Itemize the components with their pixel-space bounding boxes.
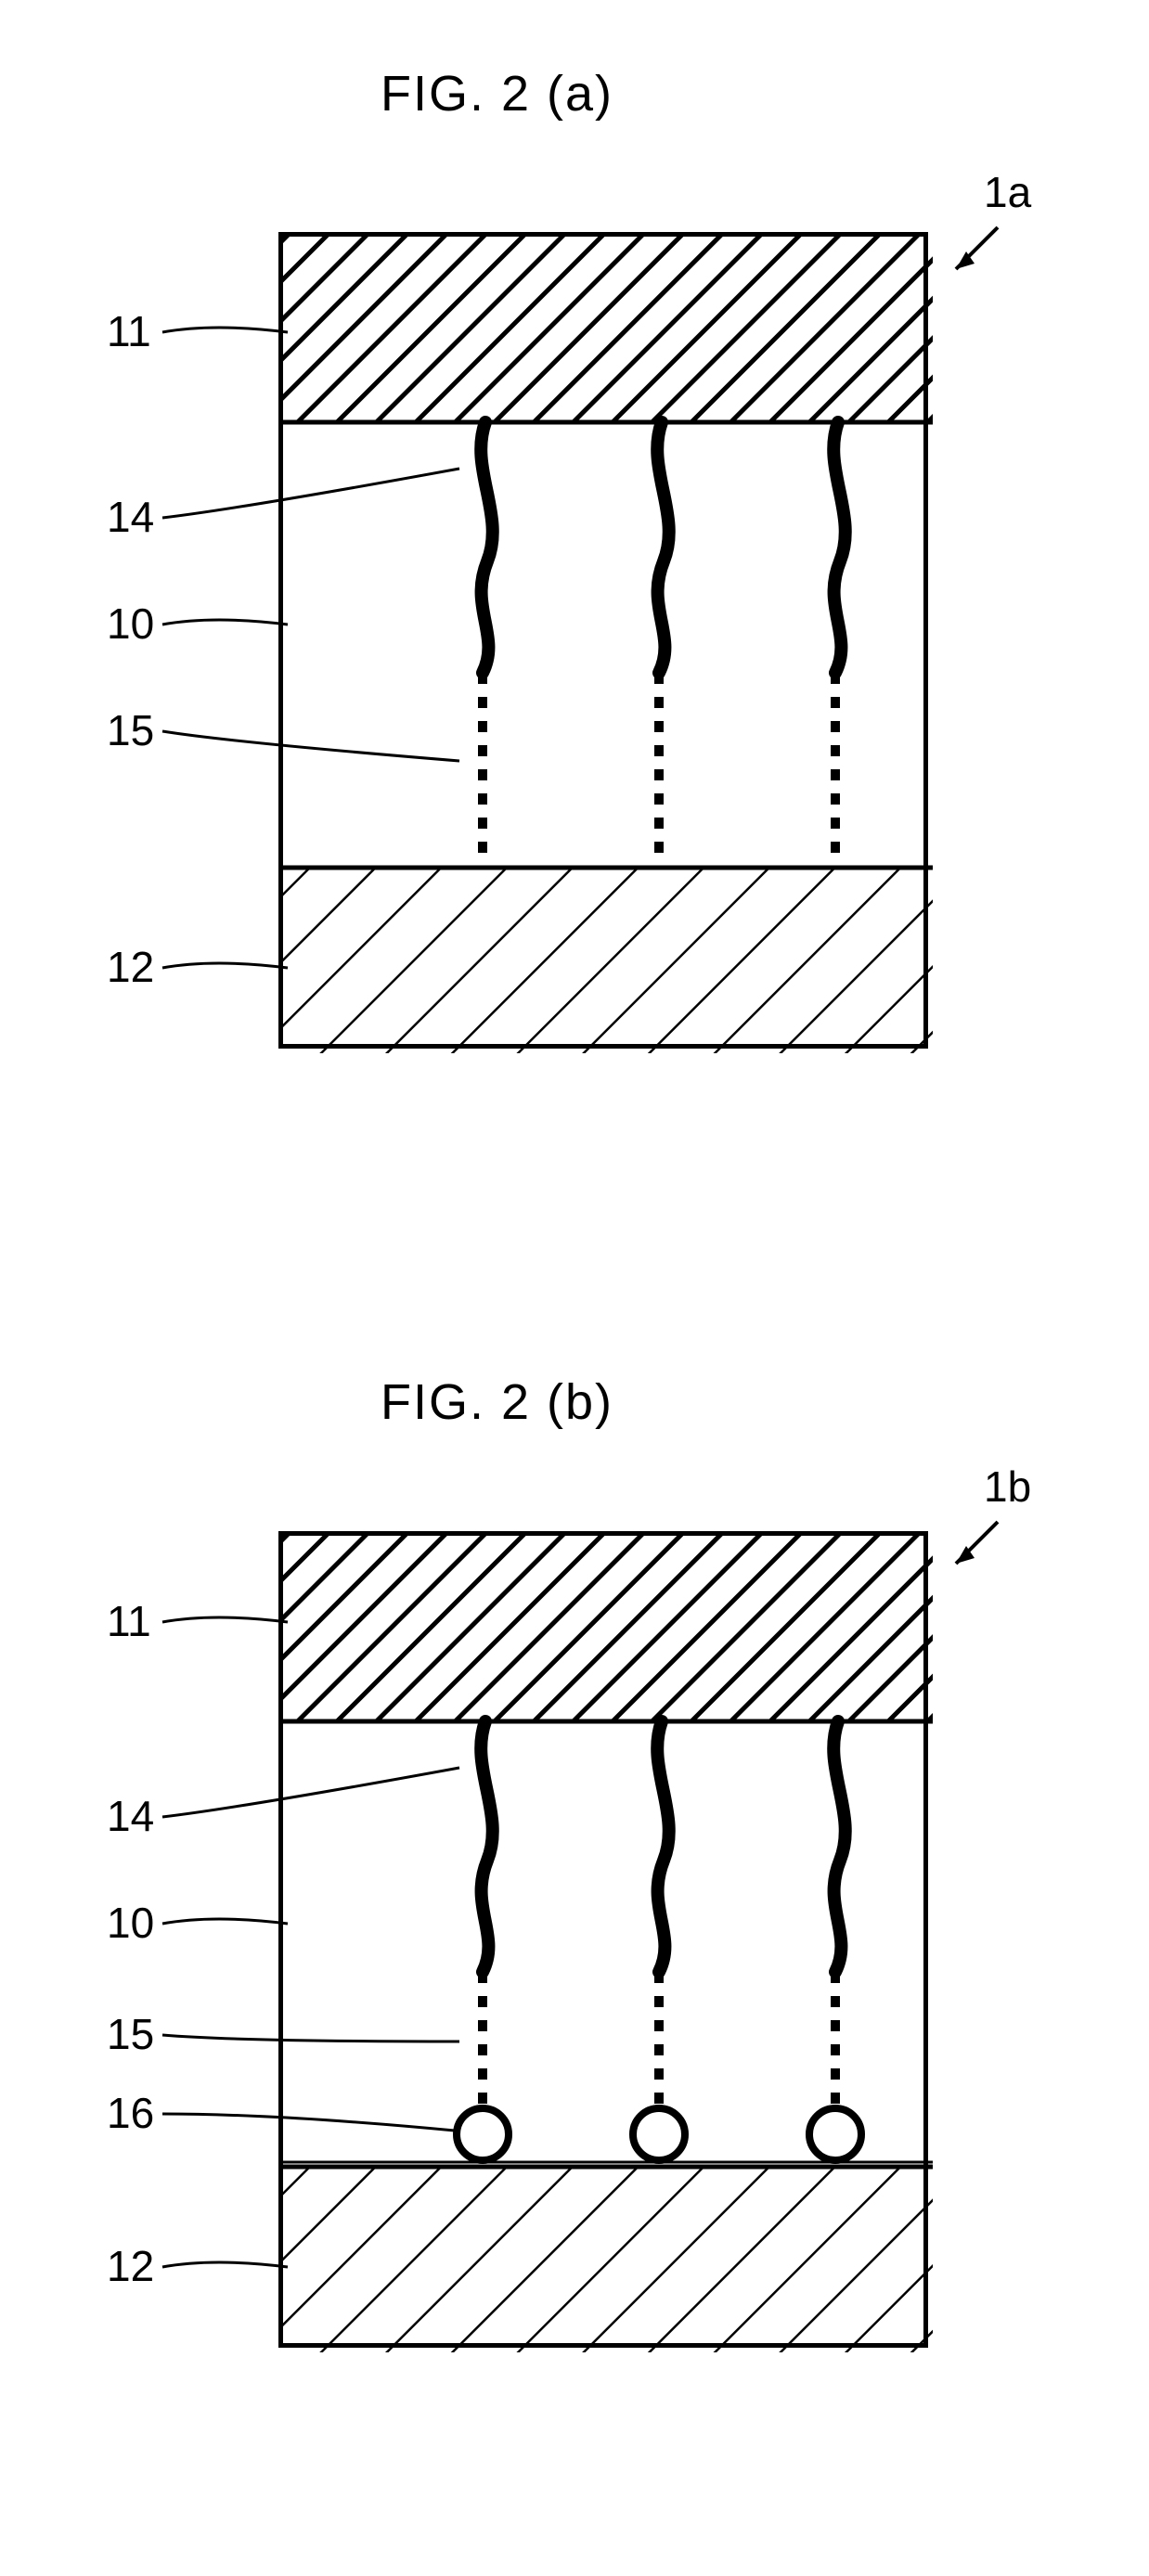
fig-a-svg xyxy=(283,237,933,1053)
fig-a-label-14: 14 xyxy=(107,492,154,542)
fig-a-ref-label: 1a xyxy=(984,167,1031,217)
page: FIG. 2 (a) 1a xyxy=(0,0,1149,2576)
fig-b-chains xyxy=(457,1721,861,2160)
fig-b-label-12: 12 xyxy=(107,2241,154,2291)
fig-b-label-11: 11 xyxy=(107,1596,151,1646)
fig-b-label-15: 15 xyxy=(107,2009,154,2059)
fig-a-label-11: 11 xyxy=(107,306,151,356)
fig-b-label-16: 16 xyxy=(107,2088,154,2138)
fig-b-label-10: 10 xyxy=(107,1898,154,1948)
fig-b-title: FIG. 2 (b) xyxy=(381,1373,613,1431)
fig-b-ref-label: 1b xyxy=(984,1462,1031,1512)
fig-b-box xyxy=(278,1531,928,2348)
fig-a-box xyxy=(278,232,928,1049)
fig-a-chains xyxy=(481,422,846,868)
fig-b-svg xyxy=(283,1536,933,2352)
fig-b-label-14: 14 xyxy=(107,1791,154,1841)
fig-a-label-15: 15 xyxy=(107,705,154,755)
fig-a-title: FIG. 2 (a) xyxy=(381,65,613,122)
fig-a-label-10: 10 xyxy=(107,599,154,649)
fig-a-label-12: 12 xyxy=(107,942,154,992)
